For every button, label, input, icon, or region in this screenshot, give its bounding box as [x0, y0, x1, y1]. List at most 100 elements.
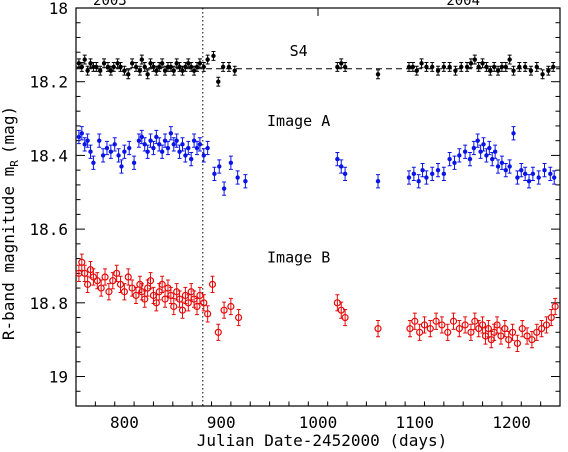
- data-point: [148, 61, 153, 66]
- data-point: [488, 68, 493, 73]
- data-point: [193, 302, 201, 311]
- y-tick-label: 18.8: [29, 294, 68, 313]
- error-bar: [539, 320, 544, 338]
- data-point: [467, 328, 475, 336]
- data-point: [411, 317, 419, 325]
- data-point: [484, 325, 492, 333]
- data-point: [116, 153, 121, 158]
- error-bar: [553, 297, 558, 316]
- data-point: [416, 328, 424, 336]
- data-point: [339, 61, 344, 66]
- data-point: [174, 138, 179, 143]
- data-point: [542, 167, 547, 173]
- data-point: [93, 277, 101, 285]
- x-tick-label: 800: [110, 413, 139, 432]
- data-point: [204, 310, 212, 318]
- data-point: [430, 64, 435, 70]
- data-point: [419, 61, 424, 66]
- data-point: [503, 64, 508, 70]
- data-point: [476, 64, 481, 70]
- data-point: [118, 64, 123, 70]
- data-point: [481, 142, 486, 147]
- data-point: [105, 288, 113, 296]
- top-year-label: 2004: [446, 0, 480, 9]
- data-point: [126, 72, 131, 77]
- data-point: [475, 138, 480, 143]
- data-point: [157, 142, 162, 147]
- data-point: [337, 306, 345, 314]
- data-point: [91, 160, 96, 165]
- data-point: [548, 171, 553, 177]
- data-point: [132, 291, 140, 300]
- x-axis-label: Julian Date-2452000 (days): [197, 431, 447, 450]
- error-bar: [544, 316, 549, 334]
- data-point: [406, 175, 412, 180]
- error-bar: [82, 264, 87, 282]
- data-point: [228, 160, 234, 165]
- error-bar: [114, 264, 119, 282]
- data-point: [478, 149, 483, 154]
- data-point: [501, 325, 509, 333]
- data-point: [406, 325, 414, 333]
- data-point: [533, 328, 541, 336]
- data-point: [84, 280, 92, 288]
- data-point: [196, 291, 204, 300]
- data-point: [464, 64, 470, 70]
- error-bar: [468, 323, 473, 341]
- data-point: [455, 325, 463, 333]
- series-annotation: Image B: [267, 248, 330, 266]
- data-point: [127, 145, 132, 151]
- series-1: [76, 126, 557, 196]
- data-point: [511, 131, 516, 136]
- data-point: [424, 64, 429, 70]
- error-bar: [126, 268, 131, 286]
- data-point: [133, 64, 139, 70]
- data-point: [142, 64, 147, 70]
- data-point: [105, 64, 111, 70]
- data-point: [154, 134, 159, 140]
- error-bar: [201, 294, 206, 312]
- data-point: [467, 156, 473, 162]
- x-tick-label: 1000: [299, 413, 338, 432]
- error-bar: [412, 312, 417, 330]
- data-point: [111, 64, 116, 70]
- data-point: [416, 179, 421, 184]
- x-tick-label: 1100: [396, 413, 435, 432]
- error-bar: [99, 279, 104, 297]
- error-bar: [122, 283, 127, 301]
- data-point: [546, 68, 551, 73]
- data-point: [493, 321, 501, 329]
- top-year-label: 2003: [93, 0, 127, 9]
- data-point: [171, 142, 176, 147]
- data-point: [475, 325, 483, 333]
- data-point: [435, 167, 441, 173]
- error-bar: [529, 331, 534, 349]
- data-point: [480, 61, 485, 66]
- data-point: [243, 179, 248, 184]
- data-point: [205, 57, 210, 62]
- data-point: [137, 68, 143, 73]
- data-point: [497, 332, 505, 340]
- data-point: [101, 61, 107, 66]
- data-point: [104, 145, 110, 151]
- error-bar: [180, 301, 185, 319]
- data-point: [78, 258, 86, 266]
- error-bar: [451, 312, 456, 330]
- data-point: [471, 145, 477, 151]
- data-point: [342, 64, 348, 70]
- data-point: [191, 68, 197, 73]
- data-point: [468, 61, 474, 66]
- data-point: [113, 269, 121, 277]
- data-point: [159, 149, 165, 154]
- data-point: [151, 145, 156, 151]
- data-point: [148, 138, 153, 143]
- data-point: [499, 64, 505, 70]
- data-point: [214, 328, 222, 336]
- data-point: [162, 138, 168, 143]
- data-point: [81, 269, 89, 277]
- data-point: [478, 321, 487, 329]
- data-point: [191, 138, 197, 143]
- data-point: [211, 53, 216, 59]
- data-point: [168, 131, 174, 136]
- data-point: [201, 153, 206, 158]
